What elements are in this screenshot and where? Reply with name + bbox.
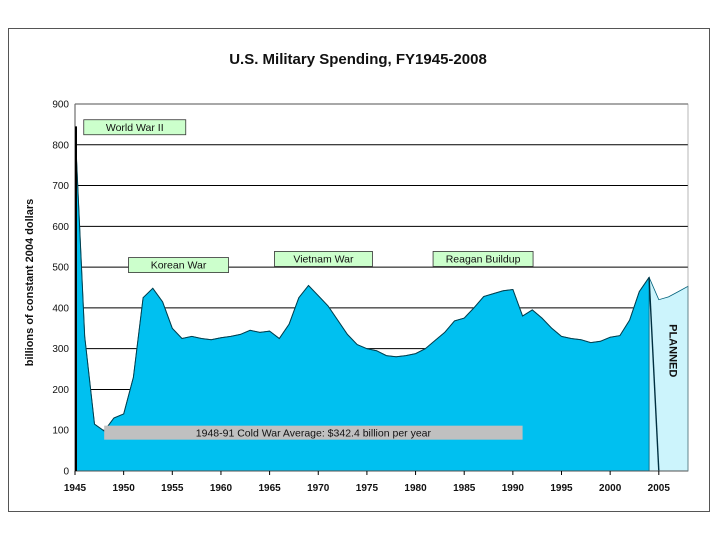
annotation-label: Reagan Buildup	[446, 254, 521, 266]
annotation-box	[83, 119, 187, 136]
x-tick-label: 1965	[258, 483, 281, 494]
x-tick-label: 1980	[404, 483, 427, 494]
cold-war-average-label: 1948-91 Cold War Average: $342.4 billion…	[196, 427, 432, 439]
y-tick-label: 700	[52, 181, 69, 192]
y-tick-label: 800	[52, 140, 69, 151]
x-tick-label: 1960	[210, 483, 233, 494]
y-tick-label: 300	[52, 344, 69, 355]
y-tick-label: 0	[63, 467, 69, 478]
annotation-label: World War II	[106, 122, 164, 134]
y-tick-label: 500	[52, 263, 69, 274]
annotation-box	[274, 251, 373, 267]
x-tick-label: 1950	[113, 483, 136, 494]
x-tick-label: 1995	[550, 483, 573, 494]
planned-label: PLANNED	[666, 324, 678, 377]
x-tick-label: 1985	[453, 483, 476, 494]
x-tick-label: 2000	[599, 483, 622, 494]
y-tick-label: 100	[52, 426, 69, 437]
chart: U.S. Military Spending, FY1945-2008 0 100 2…	[24, 51, 689, 494]
planned-boundary-line	[648, 277, 660, 472]
chart-title: U.S. Military Spending, FY1945-2008	[229, 51, 487, 68]
annotation-label: Vietnam War	[293, 254, 354, 266]
y-tick-label: 900	[52, 100, 69, 111]
annotation-box	[432, 251, 534, 267]
x-tick-label: 1990	[502, 483, 525, 494]
x-tick-label: 2005	[648, 483, 671, 494]
x-tick-label: 1955	[161, 483, 184, 494]
chart-frame: U.S. Military Spending, FY1945-2008 0 100 2…	[8, 28, 710, 512]
x-tick-label: 1945	[64, 483, 87, 494]
y-tick-label: 200	[52, 385, 69, 396]
y-tick-label: 600	[52, 222, 69, 233]
x-tick-label: 1970	[307, 483, 330, 494]
actual-spending-line	[74, 126, 650, 432]
cold-war-average-box	[104, 425, 523, 440]
annotation-box	[128, 257, 229, 273]
y-tick-label: 400	[52, 303, 69, 314]
y-axis-label: billions of constant 2004 dollars	[24, 199, 36, 366]
annotation-label: Korean War	[151, 260, 207, 272]
x-tick-label: 1975	[356, 483, 379, 494]
